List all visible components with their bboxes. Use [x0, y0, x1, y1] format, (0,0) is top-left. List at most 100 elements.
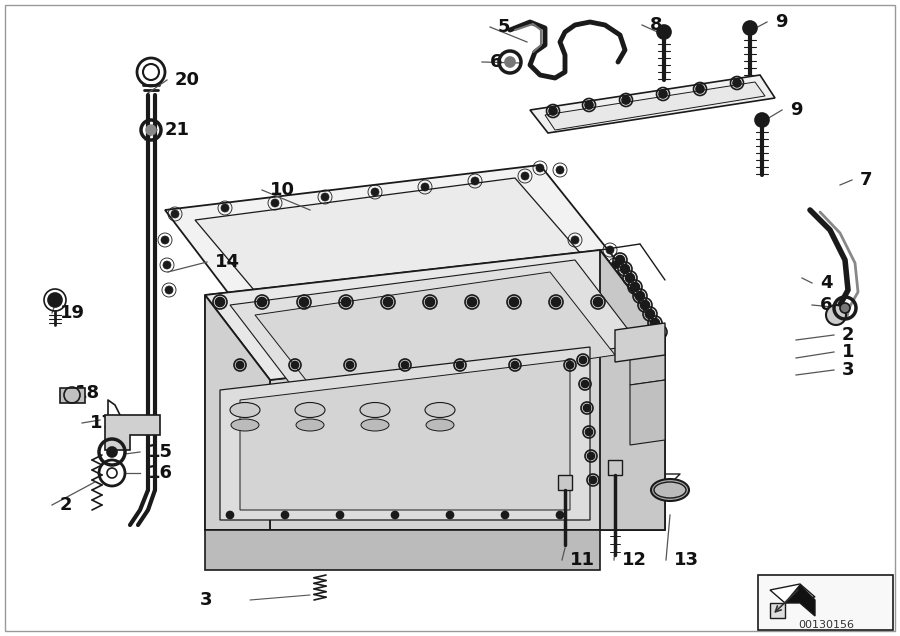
Circle shape — [300, 298, 309, 307]
Polygon shape — [165, 165, 620, 315]
Text: 6: 6 — [820, 296, 832, 314]
Circle shape — [611, 261, 619, 269]
Text: 7: 7 — [860, 171, 872, 189]
Text: 20: 20 — [175, 71, 200, 89]
Circle shape — [651, 319, 660, 328]
Circle shape — [341, 298, 350, 307]
Circle shape — [641, 300, 650, 310]
Circle shape — [635, 291, 644, 300]
Circle shape — [657, 25, 671, 39]
Text: 18: 18 — [75, 384, 100, 402]
Circle shape — [421, 183, 429, 191]
Circle shape — [552, 298, 561, 307]
Circle shape — [509, 298, 518, 307]
Polygon shape — [615, 323, 665, 362]
Text: 17: 17 — [90, 414, 115, 432]
Circle shape — [593, 298, 602, 307]
Polygon shape — [758, 575, 893, 630]
Circle shape — [271, 199, 279, 207]
Circle shape — [743, 21, 757, 35]
Circle shape — [107, 447, 117, 457]
Circle shape — [467, 298, 476, 307]
Polygon shape — [60, 388, 85, 403]
Circle shape — [733, 79, 741, 87]
Circle shape — [337, 511, 344, 518]
Circle shape — [246, 309, 254, 317]
Circle shape — [383, 298, 392, 307]
Circle shape — [505, 57, 515, 67]
Circle shape — [215, 298, 224, 307]
Text: 00130156: 00130156 — [798, 620, 854, 630]
Circle shape — [616, 256, 625, 265]
Circle shape — [171, 210, 179, 218]
Circle shape — [165, 286, 173, 294]
Polygon shape — [558, 475, 572, 490]
Circle shape — [321, 193, 329, 201]
Circle shape — [696, 85, 704, 93]
Circle shape — [282, 511, 289, 518]
Text: 10: 10 — [270, 181, 295, 199]
Circle shape — [396, 293, 404, 301]
Polygon shape — [530, 75, 775, 133]
Circle shape — [826, 305, 846, 325]
Text: 14: 14 — [215, 253, 240, 271]
Circle shape — [546, 277, 554, 285]
Circle shape — [606, 246, 614, 254]
Text: 8: 8 — [650, 16, 662, 34]
Circle shape — [426, 298, 435, 307]
Polygon shape — [630, 380, 665, 445]
Polygon shape — [770, 584, 815, 603]
Ellipse shape — [426, 419, 454, 431]
Circle shape — [227, 511, 233, 518]
Polygon shape — [205, 530, 600, 570]
Circle shape — [446, 511, 454, 518]
Text: 11: 11 — [570, 551, 595, 569]
Text: 15: 15 — [148, 443, 173, 461]
Circle shape — [590, 476, 597, 483]
Circle shape — [146, 125, 156, 135]
Polygon shape — [630, 335, 665, 385]
Polygon shape — [105, 415, 160, 450]
Circle shape — [536, 164, 544, 172]
Circle shape — [456, 361, 464, 368]
Circle shape — [549, 107, 557, 115]
Circle shape — [585, 101, 593, 109]
Circle shape — [496, 283, 504, 291]
Text: 3: 3 — [200, 591, 212, 609]
Text: 4: 4 — [820, 274, 832, 292]
Circle shape — [501, 511, 508, 518]
Polygon shape — [270, 335, 665, 530]
Polygon shape — [205, 295, 270, 530]
Circle shape — [161, 236, 169, 244]
Ellipse shape — [296, 419, 324, 431]
Polygon shape — [205, 250, 665, 380]
Text: 13: 13 — [674, 551, 699, 569]
Text: 3: 3 — [842, 361, 854, 379]
Circle shape — [556, 166, 564, 174]
Text: 12: 12 — [622, 551, 647, 569]
Circle shape — [755, 113, 769, 127]
Circle shape — [583, 404, 590, 411]
Circle shape — [596, 271, 604, 279]
Text: 9: 9 — [790, 101, 803, 119]
Circle shape — [840, 303, 850, 313]
Circle shape — [659, 90, 667, 98]
Polygon shape — [545, 82, 765, 130]
Circle shape — [257, 298, 266, 307]
Ellipse shape — [360, 403, 390, 417]
Circle shape — [586, 429, 592, 436]
Circle shape — [163, 261, 171, 269]
Circle shape — [292, 361, 299, 368]
Text: 9: 9 — [775, 13, 788, 31]
Circle shape — [576, 256, 584, 264]
Circle shape — [521, 172, 529, 180]
Polygon shape — [608, 460, 622, 475]
Circle shape — [346, 299, 354, 307]
Circle shape — [622, 96, 630, 104]
Text: 6: 6 — [490, 53, 502, 71]
Circle shape — [48, 293, 62, 307]
Circle shape — [296, 304, 304, 312]
Text: 21: 21 — [165, 121, 190, 139]
Circle shape — [580, 357, 587, 364]
Circle shape — [581, 380, 589, 387]
